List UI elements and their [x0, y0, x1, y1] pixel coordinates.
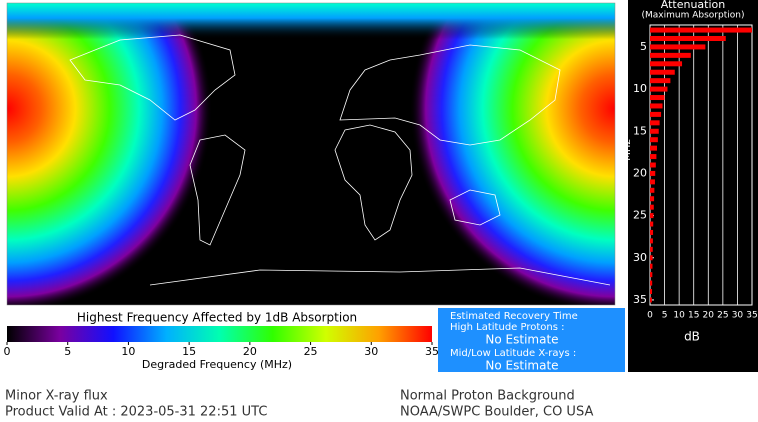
bar	[650, 272, 653, 278]
x-tick-label: 20	[703, 311, 715, 321]
coastlines	[69, 34, 611, 286]
y-axis-label: MHz	[622, 139, 633, 160]
recovery-box	[438, 308, 625, 372]
footer-text: Product Valid At : 2023-05-31 22:51 UTC	[5, 405, 267, 420]
colorbar-tick-label: 15	[182, 345, 196, 358]
bar	[650, 187, 655, 193]
x-tick-label: 5	[662, 311, 668, 321]
bar	[650, 263, 653, 269]
bar	[650, 111, 662, 117]
bar	[650, 145, 657, 151]
bar	[650, 238, 653, 244]
x-axis-label: dB	[684, 330, 700, 344]
bar	[650, 137, 658, 143]
colorbar-title: Highest Frequency Affected by 1dB Absorp…	[77, 311, 357, 325]
bar	[650, 86, 668, 92]
recovery-value: No Estimate	[485, 359, 558, 373]
y-tick-label: 20	[633, 166, 647, 179]
bar	[650, 289, 653, 295]
absorption-map	[6, 2, 616, 306]
y-tick-label: 35	[633, 293, 647, 306]
x-tick-label: 0	[647, 311, 653, 321]
bar	[650, 179, 655, 185]
y-tick-label: 15	[633, 124, 647, 137]
footer-text: Normal Proton Background	[400, 389, 575, 404]
colorbar-title-box	[50, 310, 392, 325]
bar	[650, 170, 656, 176]
recovery-label: Mid/Low Latitude X-rays :	[450, 348, 576, 359]
colorbar-tick-label: 5	[64, 345, 71, 358]
colorbar	[7, 326, 432, 342]
y-tick-label: 30	[633, 251, 647, 264]
bar	[650, 35, 726, 41]
bar	[650, 280, 653, 286]
bar	[650, 103, 663, 109]
bar	[650, 44, 706, 50]
bar	[650, 69, 675, 75]
bar	[650, 221, 654, 227]
recovery-label: High Latitude Protons :	[450, 322, 565, 333]
bar	[650, 78, 671, 84]
bar	[650, 297, 652, 303]
bar	[650, 61, 683, 67]
colorbar-tick-label: 20	[243, 345, 257, 358]
bar	[650, 154, 657, 160]
bar	[650, 128, 659, 134]
bar	[650, 162, 656, 168]
y-tick-label: 25	[633, 209, 647, 222]
bar	[650, 246, 653, 252]
colorbar-tick-label: 35	[425, 345, 439, 358]
bar	[650, 95, 665, 101]
chart-title: Attenuation	[661, 0, 726, 11]
chart-subtitle: (Maximum Absorption)	[642, 11, 745, 21]
bar	[650, 27, 752, 33]
colorbar-tick-label: 25	[304, 345, 318, 358]
bar	[650, 196, 655, 202]
bar	[650, 229, 654, 235]
bar	[650, 204, 654, 210]
y-tick-label: 5	[640, 40, 647, 53]
y-tick-label: 10	[633, 82, 647, 95]
recovery-title: Estimated Recovery Time	[450, 311, 578, 322]
x-tick-label: 30	[732, 311, 744, 321]
footer-text: NOAA/SWPC Boulder, CO USA	[400, 405, 593, 420]
x-tick-label: 10	[673, 311, 685, 321]
bar	[650, 52, 691, 58]
bar	[650, 120, 660, 126]
footer-text: Minor X-ray flux	[5, 389, 108, 404]
colorbar-label: Degraded Frequency (MHz)	[142, 358, 292, 371]
x-tick-label: 25	[717, 311, 728, 321]
colorbar-tick-label: 0	[4, 345, 11, 358]
colorbar-tick-label: 10	[121, 345, 135, 358]
x-tick-label: 15	[688, 311, 699, 321]
bar	[650, 255, 653, 261]
bar	[650, 213, 654, 219]
colorbar-tick-label: 30	[364, 345, 378, 358]
x-tick-label: 35	[746, 311, 757, 321]
recovery-value: No Estimate	[485, 333, 558, 347]
